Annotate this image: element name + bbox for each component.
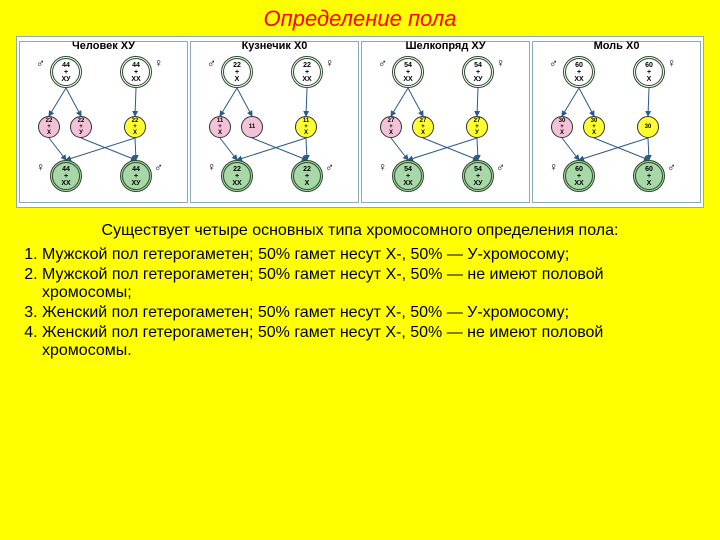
panel-1: Кузнечик Х022+Х22+ХХ11+Х1111+Х22+ХХ22+Х♂… (190, 41, 359, 203)
list-item: Мужской пол гетерогаметен; 50% гамет нес… (42, 266, 690, 302)
cell: 30+Х (583, 116, 605, 138)
gender-icon: ♂ (207, 56, 216, 70)
page-title: Определение пола (0, 0, 720, 32)
cell: 22+ХХ (221, 160, 253, 192)
panel-title: Моль Х0 (533, 40, 700, 52)
panel-title: Человек ХУ (20, 40, 187, 52)
gender-icon: ♂ (36, 56, 45, 70)
gender-icon: ♂ (154, 160, 163, 174)
gender-icon: ♂ (667, 160, 676, 174)
cell: 60+ХХ (563, 56, 595, 88)
cell: 27+Х (412, 116, 434, 138)
cell: 11 (241, 116, 263, 138)
gender-icon: ♂ (496, 160, 505, 174)
cell: 22+Х (291, 160, 323, 192)
cell: 22+Х (221, 56, 253, 88)
panel-3: Моль Х060+ХХ60+Х30+Х30+Х3060+ХХ60+Х♂♀♀♂ (532, 41, 701, 203)
list-item: Мужской пол гетерогаметен; 50% гамет нес… (42, 246, 690, 264)
intro-text: Существует четыре основных типа хромосом… (60, 222, 660, 240)
list-item: Женский пол гетерогаметен; 50% гамет нес… (42, 304, 690, 322)
cell: 30 (637, 116, 659, 138)
cell: 11+Х (295, 116, 317, 138)
cell: 22+Х (124, 116, 146, 138)
gender-icon: ♀ (549, 160, 558, 174)
panel-0: Человек ХУ 44+ХУ 44+ХХ 22+Х 22+У 22+Х 44+ХХ 44+… (19, 41, 188, 203)
type-list: Мужской пол гетерогаметен; 50% гамет нес… (42, 246, 690, 360)
gender-icon: ♀ (378, 160, 387, 174)
cell: 60+Х (633, 160, 665, 192)
cell: 60+ХХ (563, 160, 595, 192)
cell: 27+У (466, 116, 488, 138)
list-item: Женский пол гетерогаметен; 50% гамет нес… (42, 324, 690, 360)
sex-determination-diagram: Человек ХУ 44+ХУ 44+ХХ 22+Х 22+У 22+Х 44+ХХ 44+… (16, 36, 704, 208)
gender-icon: ♀ (154, 56, 163, 70)
cell: 44+ХУ (50, 56, 82, 88)
cell: 54+ХУ (462, 160, 494, 192)
panel-2: Шелкопряд ХУ 54+ХХ 54+ХУ 27+Х 27+Х 27+У 54+ХХ 5… (361, 41, 530, 203)
panel-title: Шелкопряд ХУ (362, 40, 529, 52)
cell: 54+ХУ (462, 56, 494, 88)
cell: 44+ХУ (120, 160, 152, 192)
gender-icon: ♀ (207, 160, 216, 174)
cell: 44+ХХ (120, 56, 152, 88)
gender-icon: ♀ (667, 56, 676, 70)
cell: 30+Х (551, 116, 573, 138)
cell: 27+Х (380, 116, 402, 138)
cell: 22+У (70, 116, 92, 138)
cell: 11+Х (209, 116, 231, 138)
gender-icon: ♀ (36, 160, 45, 174)
gender-icon: ♀ (496, 56, 505, 70)
cell: 54+ХХ (392, 56, 424, 88)
gender-icon: ♂ (378, 56, 387, 70)
cell: 22+ХХ (291, 56, 323, 88)
gender-icon: ♂ (549, 56, 558, 70)
cell: 60+Х (633, 56, 665, 88)
gender-icon: ♀ (325, 56, 334, 70)
cell: 54+ХХ (392, 160, 424, 192)
gender-icon: ♂ (325, 160, 334, 174)
cell: 44+ХХ (50, 160, 82, 192)
cell: 22+Х (38, 116, 60, 138)
panel-title: Кузнечик Х0 (191, 40, 358, 52)
